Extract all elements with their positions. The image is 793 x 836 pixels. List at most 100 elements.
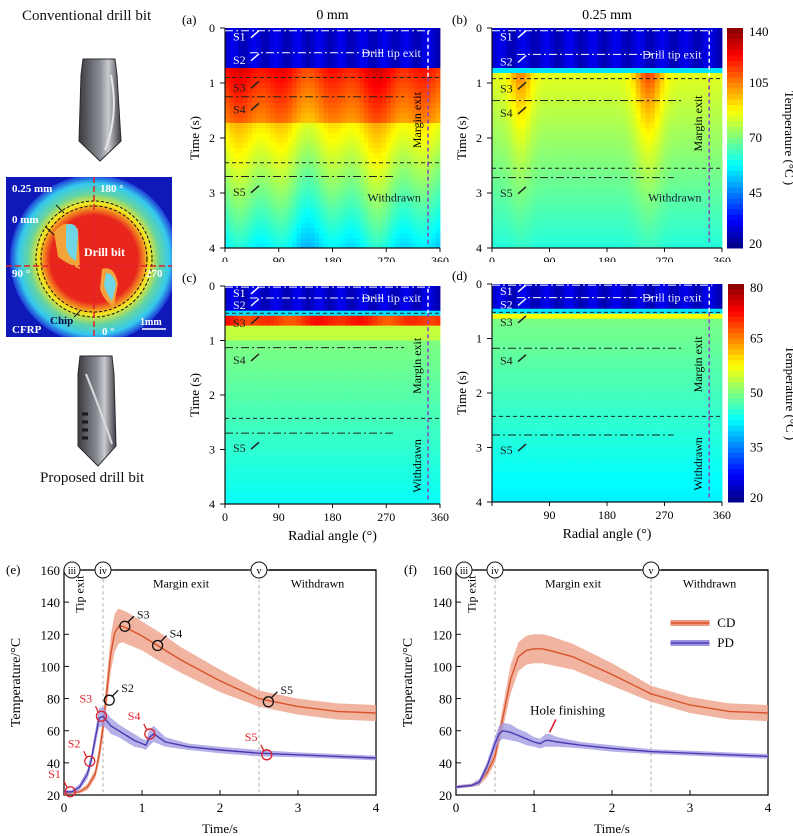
heatmap-cell (377, 243, 383, 249)
heatmap-cell (359, 78, 365, 84)
heatmap-cell (554, 218, 560, 224)
heatmap-cell (602, 143, 608, 149)
heatmap-cell (386, 295, 392, 302)
heatmap-cell (332, 98, 338, 104)
heatmap-cell (535, 48, 541, 54)
heatmap-cell (341, 93, 347, 99)
heatmap-cell (530, 123, 536, 129)
heatmap-cell (674, 83, 680, 89)
heatmap-cell (717, 233, 723, 239)
heatmap-cell (659, 128, 665, 134)
heatmap-cell (563, 203, 570, 209)
marker-arrow (250, 102, 260, 111)
heatmap-cell (530, 108, 536, 114)
heatmap-cell (422, 173, 427, 179)
heatmap-cell (328, 335, 333, 341)
heatmap-cell (578, 38, 584, 44)
heatmap-cell (395, 148, 401, 154)
heatmap-cell (283, 118, 289, 124)
heatmap-cell (616, 68, 622, 74)
heatmap-cell (535, 108, 541, 114)
heatmap-cell (616, 53, 622, 59)
heatmap-cell (525, 43, 531, 49)
heatmap-cell (683, 183, 689, 189)
heatmap-cell (592, 228, 598, 234)
heatmap-cell (640, 58, 646, 64)
heatmap-cell (597, 148, 603, 154)
heatmap-cell (659, 138, 665, 144)
heatmap-cell (323, 148, 329, 154)
heatmap-cell (640, 53, 646, 59)
heatmap-cell (363, 53, 369, 59)
heatmap-cell (404, 103, 410, 109)
heatmap-cell (372, 108, 378, 114)
heatmap-cell (659, 143, 665, 149)
heatmap-cell (345, 108, 351, 114)
heatmap-cell (395, 188, 401, 194)
heatmap-cell (707, 53, 713, 59)
heatmap-cell (372, 133, 378, 139)
heatmap-cell (404, 78, 410, 84)
heatmap-cell (611, 178, 617, 184)
heatmap-cell (390, 43, 396, 49)
heatmap-cell (583, 188, 589, 194)
heatmap-cell (707, 98, 713, 104)
heatmap-cell (296, 223, 302, 229)
heatmap-cell (539, 83, 546, 89)
heatmap-cell (417, 133, 423, 139)
heatmap-cell (408, 148, 414, 154)
heatmap-cell (602, 88, 608, 94)
heatmap-cell (399, 93, 405, 99)
heatmap-cell (363, 305, 369, 312)
heatmap-cell (278, 103, 284, 109)
heatmap-cell (431, 98, 436, 104)
heatmap-cell (269, 103, 275, 109)
heatmap-cell (511, 108, 517, 114)
heatmap-cell (278, 290, 284, 297)
heatmap-cell (292, 38, 298, 44)
heatmap-cell (611, 68, 617, 74)
heatmap-cell (426, 198, 432, 204)
heatmap-cell (256, 233, 262, 239)
heatmap-cell (296, 108, 302, 114)
heatmap-cell (305, 188, 311, 194)
heatmap-cell (390, 345, 396, 351)
heatmap-cell (314, 335, 320, 341)
heatmap-cell (702, 158, 709, 164)
heatmap-cell (607, 243, 613, 249)
heatmap-cell (592, 243, 598, 249)
heatmap-cell (417, 78, 423, 84)
heatmap-cell (621, 193, 627, 199)
heatmap-cell (395, 63, 401, 69)
heatmap-cell (602, 183, 608, 189)
heatmap-cell (363, 223, 369, 229)
heatmap-cell (717, 58, 723, 64)
heatmap-cell (386, 213, 392, 219)
colorbar-segment (727, 127, 743, 133)
heatmap-cell (296, 128, 302, 134)
heatmap-cell (674, 243, 680, 249)
heatmap-cell (336, 228, 342, 234)
heatmap-cell (287, 295, 293, 302)
heatmap-cell (645, 158, 651, 164)
heatmap-cell (435, 233, 441, 239)
heatmap-cell (683, 58, 689, 64)
heatmap-cell (233, 168, 239, 174)
heatmap-cell (515, 193, 522, 199)
heatmap-cell (559, 43, 565, 49)
heatmap-cell (238, 113, 244, 119)
colorbar-segment (727, 77, 743, 84)
heatmap-cell (269, 73, 275, 79)
heatmap-cell (645, 193, 651, 199)
heatmap-cell (247, 163, 253, 169)
heatmap-cell (404, 123, 410, 129)
heatmap-cell (260, 48, 266, 54)
heatmap-cell (607, 123, 613, 129)
heatmap-cell (659, 43, 665, 49)
heatmap-cell (345, 153, 351, 159)
heatmap-cell (319, 143, 324, 149)
heatmap-cell (247, 228, 253, 234)
heatmap-cell (269, 143, 275, 149)
heatmap-cell (292, 53, 298, 59)
heatmap-cell (520, 128, 526, 134)
